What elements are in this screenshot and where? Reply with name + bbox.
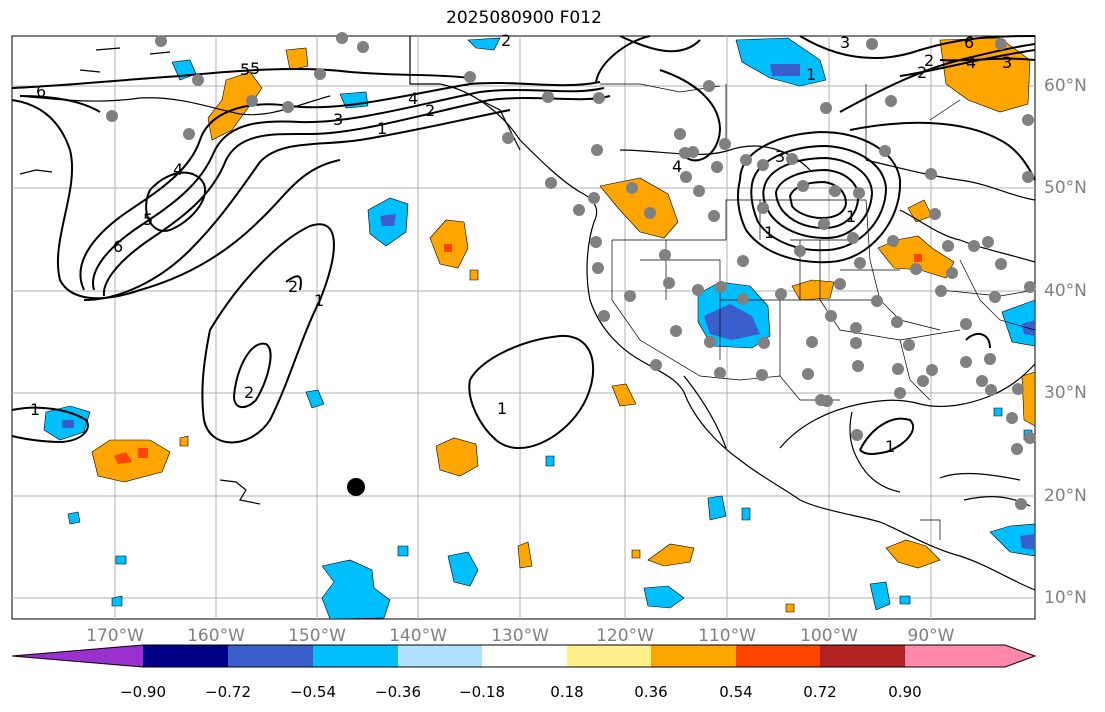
contour-label: 4 xyxy=(672,157,682,176)
lon-label: 170°W xyxy=(86,626,144,646)
lon-label: 110°W xyxy=(698,626,756,646)
lon-label: 140°W xyxy=(389,626,447,646)
lon-label: 100°W xyxy=(800,626,858,646)
contour-label: 5 xyxy=(240,60,250,79)
colorbar-tick: −0.90 xyxy=(120,683,166,701)
contour-label: 2 xyxy=(917,63,927,82)
contour-label: 2 xyxy=(501,31,511,50)
contour-label: 1 xyxy=(497,399,507,418)
contour-label: 2 xyxy=(288,277,298,296)
coastlines xyxy=(19,36,1036,591)
lat-label: 20°N xyxy=(1044,486,1087,506)
station-dots xyxy=(106,32,1036,510)
lon-label: 120°W xyxy=(596,626,654,646)
contour-label: 3 xyxy=(775,147,785,166)
colorbar-tick: 0.90 xyxy=(888,683,922,701)
contour-label: 4 xyxy=(966,53,976,72)
strong-positive-fills xyxy=(114,244,922,464)
contour-label: 5 xyxy=(250,59,260,78)
contour-label: 6 xyxy=(964,33,974,52)
contour-label: 3 xyxy=(840,33,850,52)
colorbar-tick: −0.72 xyxy=(205,683,251,701)
contour-label: 1 xyxy=(764,223,774,242)
lat-label: 10°N xyxy=(1044,588,1087,608)
contour-label: 2 xyxy=(425,101,435,120)
lon-label: 130°W xyxy=(491,626,549,646)
lon-label: 90°W xyxy=(907,626,955,646)
lat-label: 50°N xyxy=(1044,178,1087,198)
contour-label: 6 xyxy=(36,82,46,101)
contour-label: 3 xyxy=(1002,53,1012,72)
colorbar-tick: 0.54 xyxy=(719,683,753,701)
contour-label: 6 xyxy=(113,237,123,256)
lat-label: 30°N xyxy=(1044,383,1087,403)
positive-anomaly-fills xyxy=(91,37,1036,613)
gridlines xyxy=(12,36,1035,619)
contour-label: 1 xyxy=(314,291,324,310)
colorbar-tick: 0.36 xyxy=(634,683,668,701)
map-frame xyxy=(11,35,1036,620)
contour-labels: 6 5 4 3 2 1 1 2 2 1 1 1 2 3 4 6 4 5 3 2 … xyxy=(30,31,1012,456)
colorbar xyxy=(11,644,1037,668)
colorbar-tick: 0.72 xyxy=(803,683,837,701)
colorbar-tick: −0.18 xyxy=(459,683,505,701)
contour-label: 5 xyxy=(143,210,153,229)
colorbar-tick: −0.36 xyxy=(375,683,421,701)
location-marker xyxy=(347,478,365,496)
contour-label: 4 xyxy=(173,160,183,179)
lat-label: 40°N xyxy=(1044,281,1087,301)
contour-label: 4 xyxy=(408,89,418,108)
contour-label: 1 xyxy=(806,65,816,84)
contour-label: 3 xyxy=(333,110,343,129)
contour-label: 2 xyxy=(924,51,934,70)
lon-label: 150°W xyxy=(288,626,346,646)
contour-label: 1 xyxy=(885,437,895,456)
lon-label: 160°W xyxy=(187,626,245,646)
contour-label: 1 xyxy=(377,119,387,138)
political-borders xyxy=(600,83,1036,540)
colorbar-tick: 0.18 xyxy=(550,683,584,701)
map-title: 2025080900 F012 xyxy=(446,8,602,28)
colorbar-tick: −0.54 xyxy=(290,683,336,701)
contour-label: 2 xyxy=(244,383,254,402)
contour-label: 1 xyxy=(846,207,856,226)
contour-label: 1 xyxy=(30,400,40,419)
lat-label: 60°N xyxy=(1044,76,1087,96)
